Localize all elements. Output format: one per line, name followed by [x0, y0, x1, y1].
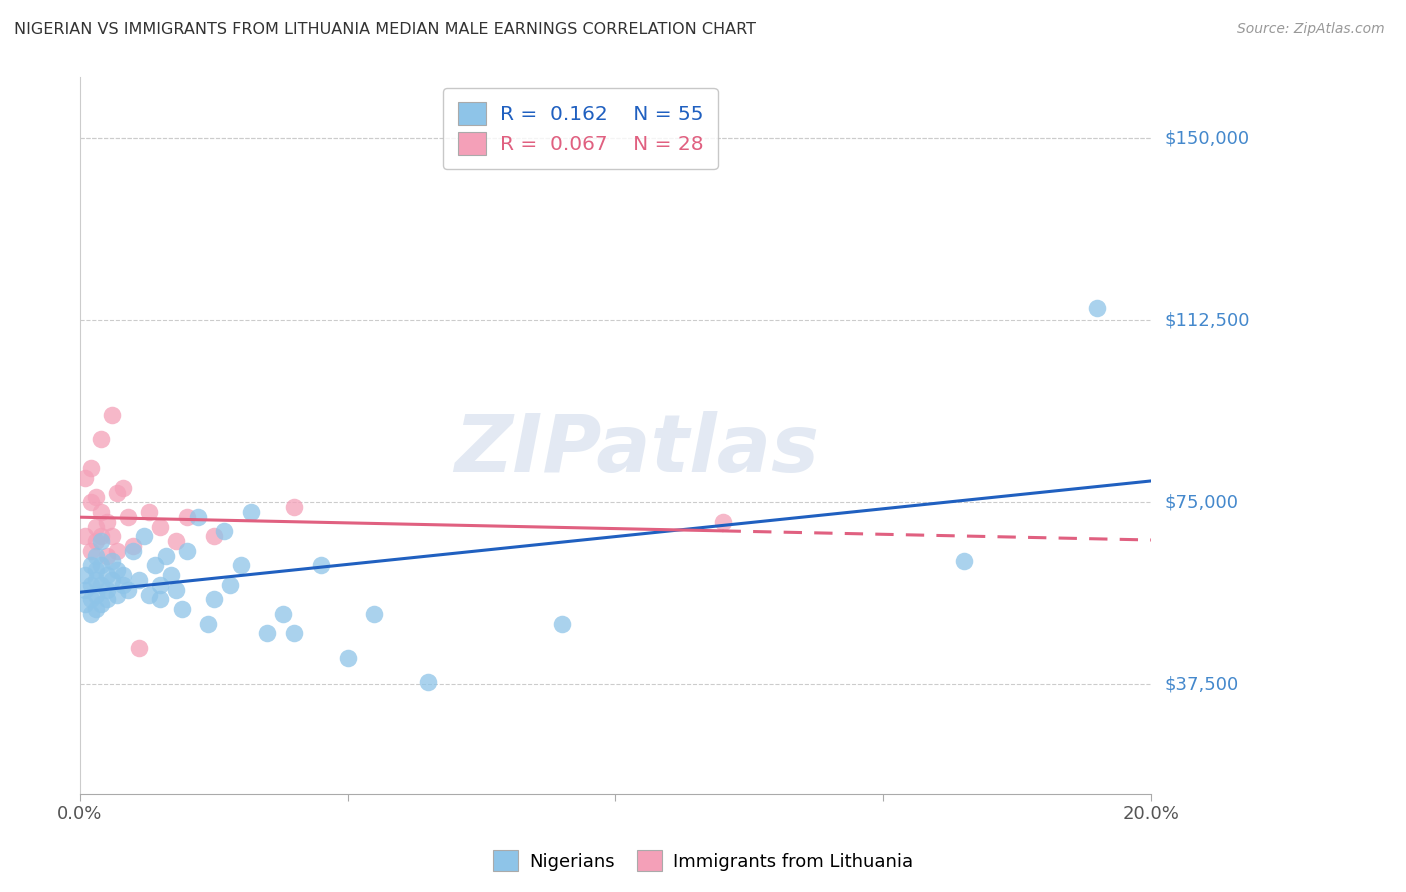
Point: [84, 588, 107, 602]
Point: [84, 602, 107, 616]
Point: [149, 519, 172, 533]
Point: [105, 563, 128, 577]
Point: [84, 534, 107, 549]
Point: [79, 461, 101, 475]
Point: [176, 509, 198, 524]
Point: [165, 534, 187, 549]
Point: [96, 549, 118, 563]
Point: [363, 607, 385, 621]
Point: [90, 534, 112, 549]
Point: [283, 626, 305, 640]
Point: [96, 582, 118, 597]
Point: [160, 568, 183, 582]
Point: [197, 616, 219, 631]
Point: [309, 558, 332, 573]
Point: [79, 495, 101, 509]
Point: [90, 529, 112, 543]
Point: [96, 592, 118, 607]
Point: [551, 616, 574, 631]
Point: [143, 558, 166, 573]
Point: [214, 524, 236, 539]
Point: [240, 505, 263, 519]
Point: [79, 558, 101, 573]
Point: [90, 558, 112, 573]
Point: [79, 607, 101, 621]
Point: [101, 408, 124, 422]
Point: [111, 578, 134, 592]
Point: [256, 626, 278, 640]
Point: [96, 568, 118, 582]
Point: [96, 515, 118, 529]
Text: NIGERIAN VS IMMIGRANTS FROM LITHUANIA MEDIAN MALE EARNINGS CORRELATION CHART: NIGERIAN VS IMMIGRANTS FROM LITHUANIA ME…: [14, 22, 756, 37]
Point: [84, 491, 107, 505]
Text: $112,500: $112,500: [1166, 311, 1250, 329]
Point: [202, 529, 225, 543]
Point: [84, 563, 107, 577]
Point: [202, 592, 225, 607]
Point: [90, 505, 112, 519]
Point: [90, 578, 112, 592]
Point: [105, 485, 128, 500]
Point: [84, 519, 107, 533]
Point: [101, 529, 124, 543]
Point: [84, 549, 107, 563]
Point: [105, 588, 128, 602]
Text: Source: ZipAtlas.com: Source: ZipAtlas.com: [1237, 22, 1385, 37]
Point: [117, 582, 139, 597]
Point: [75, 529, 97, 543]
Point: [79, 544, 101, 558]
Point: [229, 558, 252, 573]
Point: [75, 597, 97, 611]
Text: $37,500: $37,500: [1166, 675, 1239, 693]
Point: [149, 592, 172, 607]
Point: [84, 573, 107, 587]
Text: ZIPatlas: ZIPatlas: [454, 411, 820, 489]
Point: [128, 640, 150, 655]
Point: [75, 568, 97, 582]
Point: [283, 500, 305, 515]
Point: [128, 573, 150, 587]
Legend: R =  0.162    N = 55, R =  0.067    N = 28: R = 0.162 N = 55, R = 0.067 N = 28: [443, 87, 717, 169]
Point: [122, 539, 145, 553]
Point: [90, 597, 112, 611]
Point: [952, 553, 974, 567]
Point: [416, 675, 439, 690]
Point: [111, 481, 134, 495]
Point: [165, 582, 187, 597]
Text: $75,000: $75,000: [1166, 493, 1239, 511]
Point: [187, 509, 209, 524]
Text: $150,000: $150,000: [1166, 129, 1250, 147]
Point: [75, 471, 97, 485]
Point: [336, 650, 359, 665]
Point: [105, 544, 128, 558]
Point: [75, 582, 97, 597]
Point: [101, 573, 124, 587]
Point: [122, 544, 145, 558]
Point: [117, 509, 139, 524]
Legend: Nigerians, Immigrants from Lithuania: Nigerians, Immigrants from Lithuania: [486, 843, 920, 879]
Point: [155, 549, 177, 563]
Point: [149, 578, 172, 592]
Point: [90, 432, 112, 446]
Point: [1087, 301, 1109, 315]
Point: [176, 544, 198, 558]
Point: [138, 588, 160, 602]
Point: [101, 553, 124, 567]
Point: [138, 505, 160, 519]
Point: [79, 578, 101, 592]
Point: [111, 568, 134, 582]
Point: [218, 578, 240, 592]
Point: [134, 529, 156, 543]
Point: [79, 592, 101, 607]
Point: [273, 607, 295, 621]
Point: [711, 515, 734, 529]
Point: [170, 602, 193, 616]
